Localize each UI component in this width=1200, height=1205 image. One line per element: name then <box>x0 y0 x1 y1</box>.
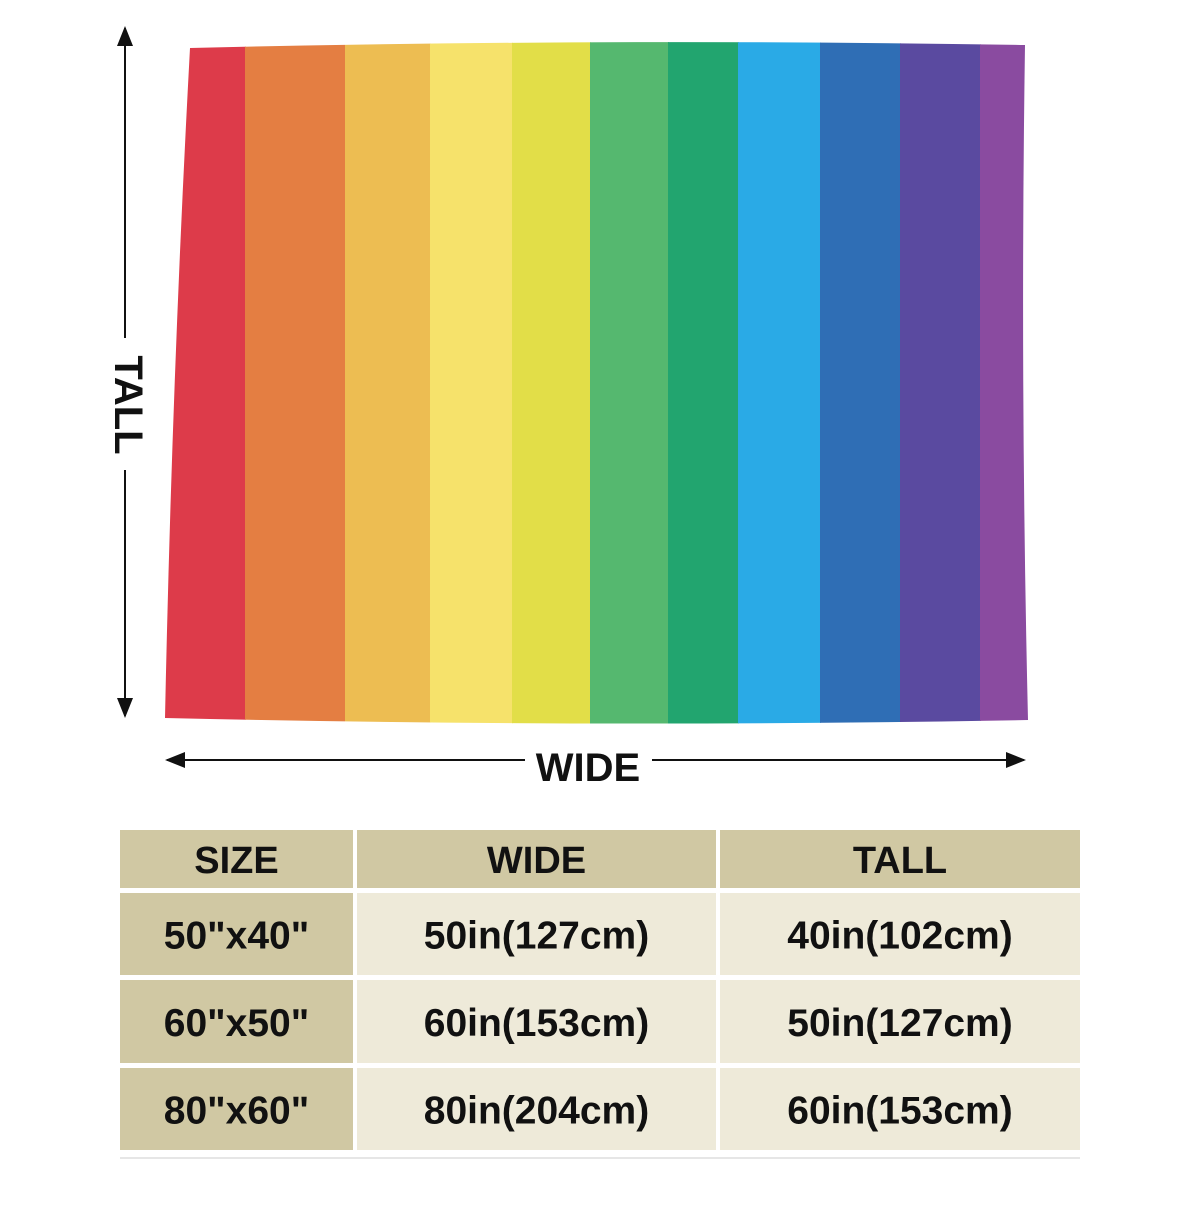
cell-text: 60in(153cm) <box>424 1002 649 1045</box>
header-text: SIZE <box>194 840 278 882</box>
table-cell <box>357 1068 716 1150</box>
cell-text: 40in(102cm) <box>787 915 1012 958</box>
size-table: SIZE WIDE TALL 50"x40" 50in(127cm) 40in(102cm… <box>120 830 1080 1159</box>
tall-label: TALL <box>106 355 150 454</box>
wide-label: WIDE <box>536 746 640 790</box>
table-cell <box>120 893 353 975</box>
table-cell <box>120 980 353 1063</box>
cell-text: 80"x60" <box>164 1090 309 1133</box>
table-cell <box>120 1068 353 1150</box>
header-text: TALL <box>853 840 947 882</box>
table-cell <box>357 980 716 1063</box>
header-text: WIDE <box>487 840 586 882</box>
table-cell <box>720 893 1080 975</box>
table-cell <box>357 893 716 975</box>
table-cell <box>720 980 1080 1063</box>
header-cell <box>120 830 353 888</box>
cell-text: 80in(204cm) <box>424 1090 649 1133</box>
cell-text: 50in(127cm) <box>787 1002 1012 1045</box>
cell-text: 60"x50" <box>164 1002 309 1045</box>
table-cell <box>720 1068 1080 1150</box>
cell-text: 50"x40" <box>164 915 309 958</box>
header-cell <box>357 830 716 888</box>
blanket <box>165 42 1028 724</box>
cell-text: 50in(127cm) <box>424 915 649 958</box>
header-cell <box>720 830 1080 888</box>
cell-text: 60in(153cm) <box>787 1090 1012 1133</box>
